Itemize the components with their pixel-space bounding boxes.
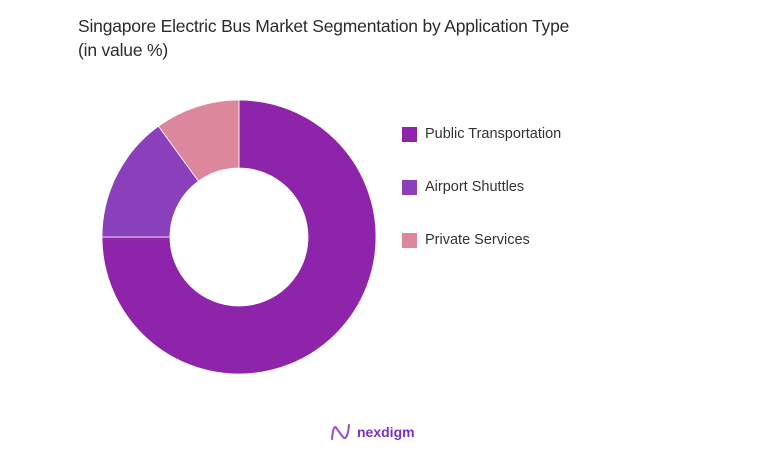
legend-swatch bbox=[402, 232, 417, 248]
chart-title-line1: Singapore Electric Bus Market Segmentati… bbox=[78, 16, 570, 36]
legend-item-airport-shuttles[interactable]: Airport Shuttles bbox=[402, 177, 561, 197]
nexdigm-logo-icon bbox=[330, 423, 351, 441]
legend: Public Transportation Airport Shuttles P… bbox=[402, 124, 561, 283]
legend-label: Private Services bbox=[425, 232, 530, 248]
legend-label: Public Transportation bbox=[425, 126, 562, 142]
legend-swatch bbox=[402, 126, 417, 142]
legend-label: Airport Shuttles bbox=[425, 179, 525, 195]
chart-title: Singapore Electric Bus Market Segmentati… bbox=[78, 14, 569, 62]
legend-item-private-services[interactable]: Private Services bbox=[402, 230, 561, 250]
chart-title-line2: (in value %) bbox=[78, 40, 168, 60]
donut-slice-private-services[interactable] bbox=[157, 99, 240, 182]
legend-item-public-transportation[interactable]: Public Transportation bbox=[402, 124, 561, 144]
legend-swatch bbox=[402, 179, 417, 195]
brand-name: nexdigm bbox=[357, 424, 415, 440]
brand-logo: nexdigm bbox=[330, 423, 415, 441]
donut-slice-public-transportation[interactable] bbox=[101, 99, 377, 375]
